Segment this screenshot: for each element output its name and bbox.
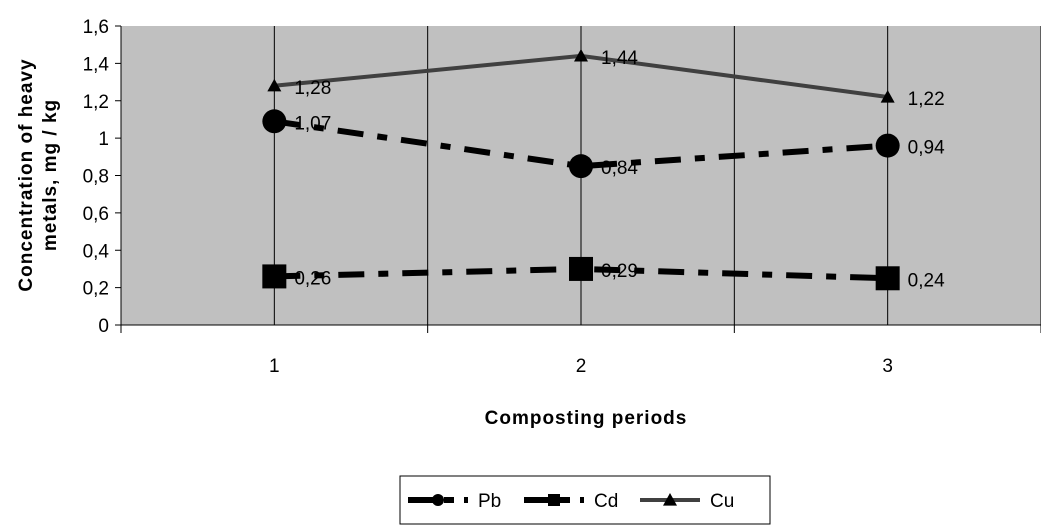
y-tick-label: 0,4	[83, 241, 110, 262]
legend-marker-cu	[663, 493, 677, 506]
legend-label-cu: Cu	[710, 491, 734, 512]
marker-cd	[569, 256, 593, 281]
legend-label-pb: Pb	[478, 491, 501, 512]
legend-marker-pb	[432, 494, 444, 506]
marker-pb	[875, 133, 900, 158]
y-axis-title: Concentration of heavy metals, mg / kg	[16, 58, 61, 291]
marker-cu	[574, 48, 588, 62]
marker-pb	[569, 154, 593, 179]
x-tick-label: 3	[882, 356, 893, 377]
marker-cu	[880, 90, 895, 103]
marker-cu	[267, 78, 282, 92]
y-tick-label: 0,2	[83, 279, 109, 300]
data-label-pb: 1,07	[294, 113, 331, 134]
data-label-pb: 0,94	[908, 138, 945, 159]
data-label-pb: 0,84	[601, 158, 638, 179]
data-label-cu: 1,44	[601, 48, 638, 69]
data-labels: 1,07 0,84 0,94 0,26 0,29 0,24 1,28 1,44 1,22	[294, 48, 945, 291]
y-tick-label: 0	[98, 316, 109, 337]
y-tick-label: 1,2	[83, 92, 109, 113]
series-line-pb	[273, 118, 888, 170]
data-label-cd: 0,26	[294, 268, 331, 289]
data-label-cd: 0,24	[908, 270, 945, 291]
y-tick-label: 0,6	[83, 204, 109, 225]
y-tick-labels: 0 0,2 0,4 0,6 0,8 1 1,2 1,4 1,6	[83, 17, 121, 337]
legend-label-cd: Cd	[594, 491, 618, 512]
legend-box	[399, 475, 771, 525]
legend: Pb Cd Cu	[399, 475, 771, 525]
marker-cd	[875, 266, 900, 291]
y-tick-label: 0,8	[83, 167, 109, 188]
x-axis-title: Composting periods	[485, 408, 688, 429]
legend-marker-cd	[548, 494, 560, 506]
x-tick-label: 1	[269, 356, 280, 377]
y-tick-label: 1	[98, 129, 109, 150]
data-label-cu: 1,22	[908, 89, 945, 110]
data-label-cd: 0,29	[601, 261, 638, 282]
x-tick-label: 2	[576, 356, 587, 377]
marker-pb	[262, 109, 287, 134]
x-tick-labels: 1 2 3	[269, 356, 893, 377]
data-label-cu: 1,28	[294, 78, 331, 99]
y-tick-label: 1,4	[83, 54, 110, 75]
series-layer	[262, 48, 900, 291]
y-tick-label: 1,6	[83, 17, 109, 38]
marker-cd	[262, 264, 287, 289]
